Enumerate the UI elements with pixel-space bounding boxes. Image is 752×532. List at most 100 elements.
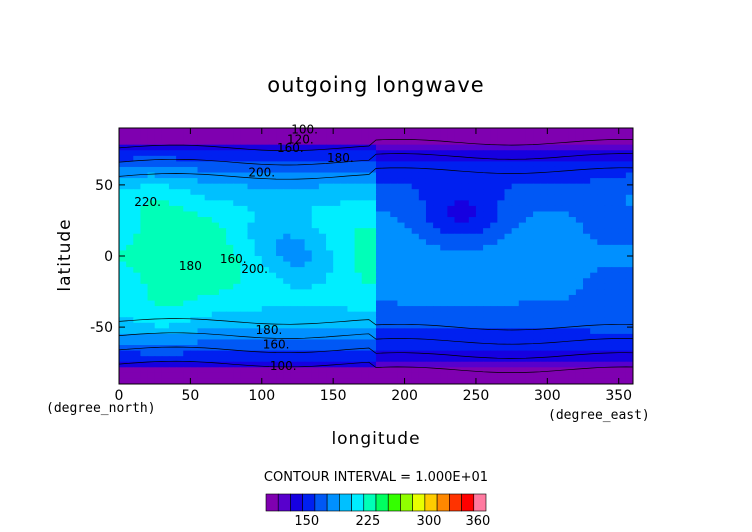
heatmap-cell bbox=[497, 172, 506, 179]
heatmap-cell bbox=[340, 345, 349, 352]
heatmap-cell bbox=[176, 239, 184, 246]
heatmap-cell bbox=[618, 322, 627, 329]
heatmap-cell bbox=[347, 372, 356, 380]
heatmap-cell bbox=[290, 300, 299, 307]
heatmap-cell bbox=[318, 278, 327, 285]
heatmap-cell bbox=[504, 333, 513, 341]
heatmap-cell bbox=[540, 339, 548, 346]
heatmap-cell bbox=[590, 300, 598, 307]
heatmap-cell bbox=[297, 139, 306, 146]
heatmap-cell bbox=[575, 339, 584, 346]
heatmap-cell bbox=[297, 150, 306, 157]
heatmap-cell bbox=[261, 178, 270, 185]
heatmap-cell bbox=[126, 155, 134, 162]
heatmap-cell bbox=[133, 261, 142, 268]
heatmap-cell bbox=[333, 289, 341, 296]
heatmap-cell bbox=[376, 233, 384, 240]
heatmap-cell bbox=[240, 233, 249, 240]
heatmap-cell bbox=[311, 228, 320, 235]
heatmap-cell bbox=[418, 250, 427, 257]
heatmap-cell bbox=[397, 244, 406, 252]
heatmap-cell bbox=[504, 161, 513, 168]
heatmap-cell bbox=[597, 172, 606, 179]
heatmap-cell bbox=[268, 128, 277, 135]
heatmap-cell bbox=[590, 200, 598, 207]
heatmap-cell bbox=[390, 155, 399, 162]
heatmap-cell bbox=[611, 244, 620, 252]
heatmap-cell bbox=[354, 361, 363, 368]
heatmap-cell bbox=[561, 178, 570, 185]
heatmap-cell bbox=[333, 166, 341, 174]
heatmap-cell bbox=[290, 261, 299, 268]
heatmap-cell bbox=[390, 350, 399, 357]
heatmap-cell bbox=[533, 311, 541, 318]
heatmap-cell bbox=[268, 345, 277, 352]
heatmap-cell bbox=[368, 283, 377, 290]
heatmap-cell bbox=[561, 217, 570, 224]
heatmap-cell bbox=[226, 378, 234, 384]
heatmap-cell bbox=[368, 289, 377, 296]
heatmap-cell bbox=[276, 233, 284, 240]
heatmap-cell bbox=[176, 311, 184, 318]
heatmap-cell bbox=[119, 211, 127, 218]
heatmap-cell bbox=[411, 139, 420, 146]
heatmap-cell bbox=[497, 333, 506, 341]
heatmap-cell bbox=[290, 128, 299, 135]
heatmap-cell bbox=[518, 144, 527, 151]
heatmap-cell bbox=[518, 150, 527, 157]
heatmap-cell bbox=[376, 205, 384, 213]
heatmap-cell bbox=[161, 150, 170, 157]
heatmap-cell bbox=[583, 172, 591, 179]
heatmap-cell bbox=[361, 189, 370, 196]
heatmap-cell bbox=[490, 239, 498, 246]
heatmap-cell bbox=[433, 361, 441, 368]
heatmap-cell bbox=[190, 222, 199, 229]
heatmap-cell bbox=[183, 128, 191, 135]
heatmap-cell bbox=[475, 283, 484, 290]
heatmap-cell bbox=[554, 205, 563, 213]
heatmap-cell bbox=[547, 189, 556, 196]
heatmap-cell bbox=[390, 217, 399, 224]
heatmap-cell bbox=[611, 128, 620, 135]
heatmap-cell bbox=[490, 306, 498, 313]
heatmap-cell bbox=[454, 256, 463, 263]
heatmap-cell bbox=[518, 378, 527, 384]
heatmap-cell bbox=[547, 367, 556, 374]
heatmap-cell bbox=[333, 322, 341, 329]
heatmap-cell bbox=[461, 166, 470, 174]
heatmap-cell bbox=[475, 272, 484, 279]
heatmap-cell bbox=[226, 267, 234, 274]
heatmap-cell bbox=[597, 155, 606, 162]
heatmap-cell bbox=[161, 256, 170, 263]
heatmap-cell bbox=[625, 166, 633, 174]
heatmap-cell bbox=[154, 217, 163, 224]
heatmap-cell bbox=[276, 278, 284, 285]
heatmap-cell bbox=[404, 144, 413, 151]
heatmap-cell bbox=[390, 333, 399, 341]
heatmap-cell bbox=[554, 300, 563, 307]
heatmap-cell bbox=[126, 267, 134, 274]
heatmap-cell bbox=[197, 306, 206, 313]
heatmap-cell bbox=[233, 356, 241, 363]
heatmap-cell bbox=[190, 356, 199, 363]
heatmap-cell bbox=[597, 317, 606, 324]
heatmap-cell bbox=[147, 300, 156, 307]
heatmap-cell bbox=[190, 172, 199, 179]
heatmap-cell bbox=[575, 283, 584, 290]
heatmap-cell bbox=[318, 228, 327, 235]
x-axis: 0 50 100 150 200 250 300 350 bbox=[115, 128, 632, 404]
heatmap-cell bbox=[261, 128, 270, 135]
heatmap-cell bbox=[233, 278, 241, 285]
heatmap-cell bbox=[368, 339, 377, 346]
heatmap-cell bbox=[611, 172, 620, 179]
heatmap-cell bbox=[454, 211, 463, 218]
heatmap-cell bbox=[575, 211, 584, 218]
heatmap-cell bbox=[468, 311, 477, 318]
heatmap-cell bbox=[411, 166, 420, 174]
heatmap-cell bbox=[404, 267, 413, 274]
heatmap-cell bbox=[604, 367, 613, 374]
heatmap-cell bbox=[440, 222, 448, 229]
heatmap-cell bbox=[483, 261, 491, 268]
heatmap-cell bbox=[590, 328, 598, 335]
heatmap-cell bbox=[561, 211, 570, 218]
